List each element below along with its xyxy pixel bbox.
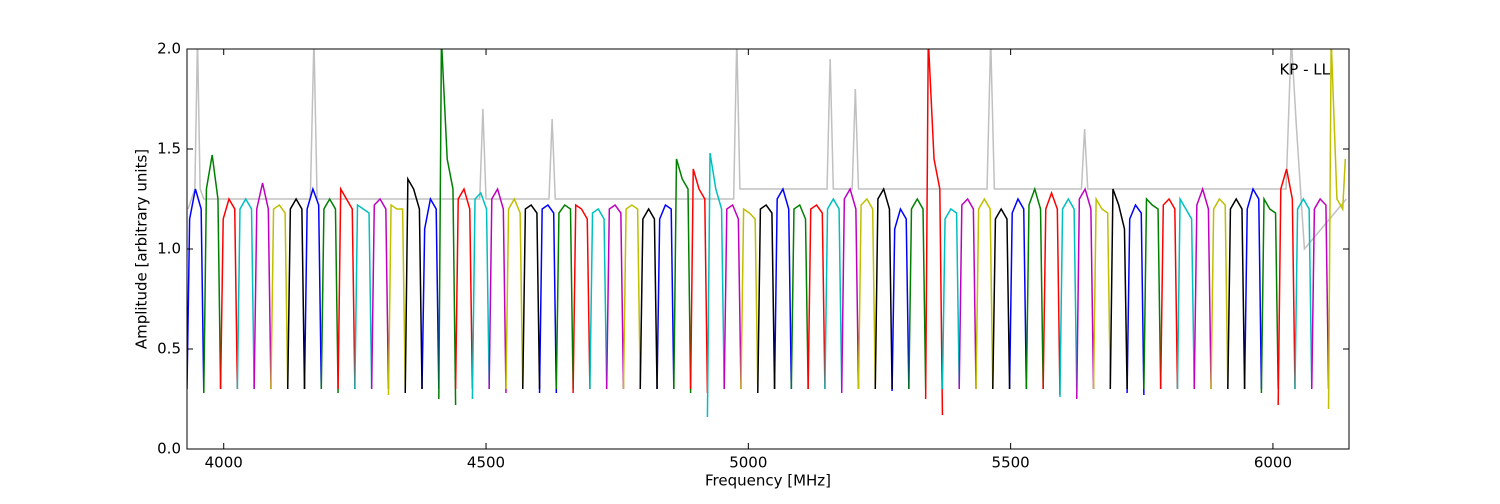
series-line	[270, 49, 1347, 410]
x-tick-label: 4500	[467, 454, 505, 472]
series-line	[286, 176, 1246, 394]
y-tick-label: 0.5	[157, 340, 181, 358]
series-line	[203, 49, 1279, 406]
x-tick-label: 4000	[205, 454, 243, 472]
series-line	[187, 49, 1347, 251]
series-line	[219, 49, 1296, 416]
y-tick-label: 0.0	[157, 440, 181, 458]
x-tick-label: 5500	[992, 454, 1030, 472]
x-tick-label: 5000	[729, 454, 767, 472]
series-line	[253, 182, 1330, 400]
series-line	[187, 186, 1263, 396]
plot-lines	[187, 49, 1347, 418]
y-tick-label: 1.0	[157, 240, 181, 258]
series-line	[236, 152, 1313, 418]
y-tick-label: 2.0	[157, 40, 181, 58]
y-axis-label: Amplitude [arbitrary units]	[133, 149, 151, 349]
y-tick-label: 1.5	[157, 140, 181, 158]
x-axis-label: Frequency [MHz]	[705, 472, 831, 490]
annotation: KP - LL	[1279, 61, 1330, 79]
x-tick-label: 6000	[1254, 454, 1292, 472]
